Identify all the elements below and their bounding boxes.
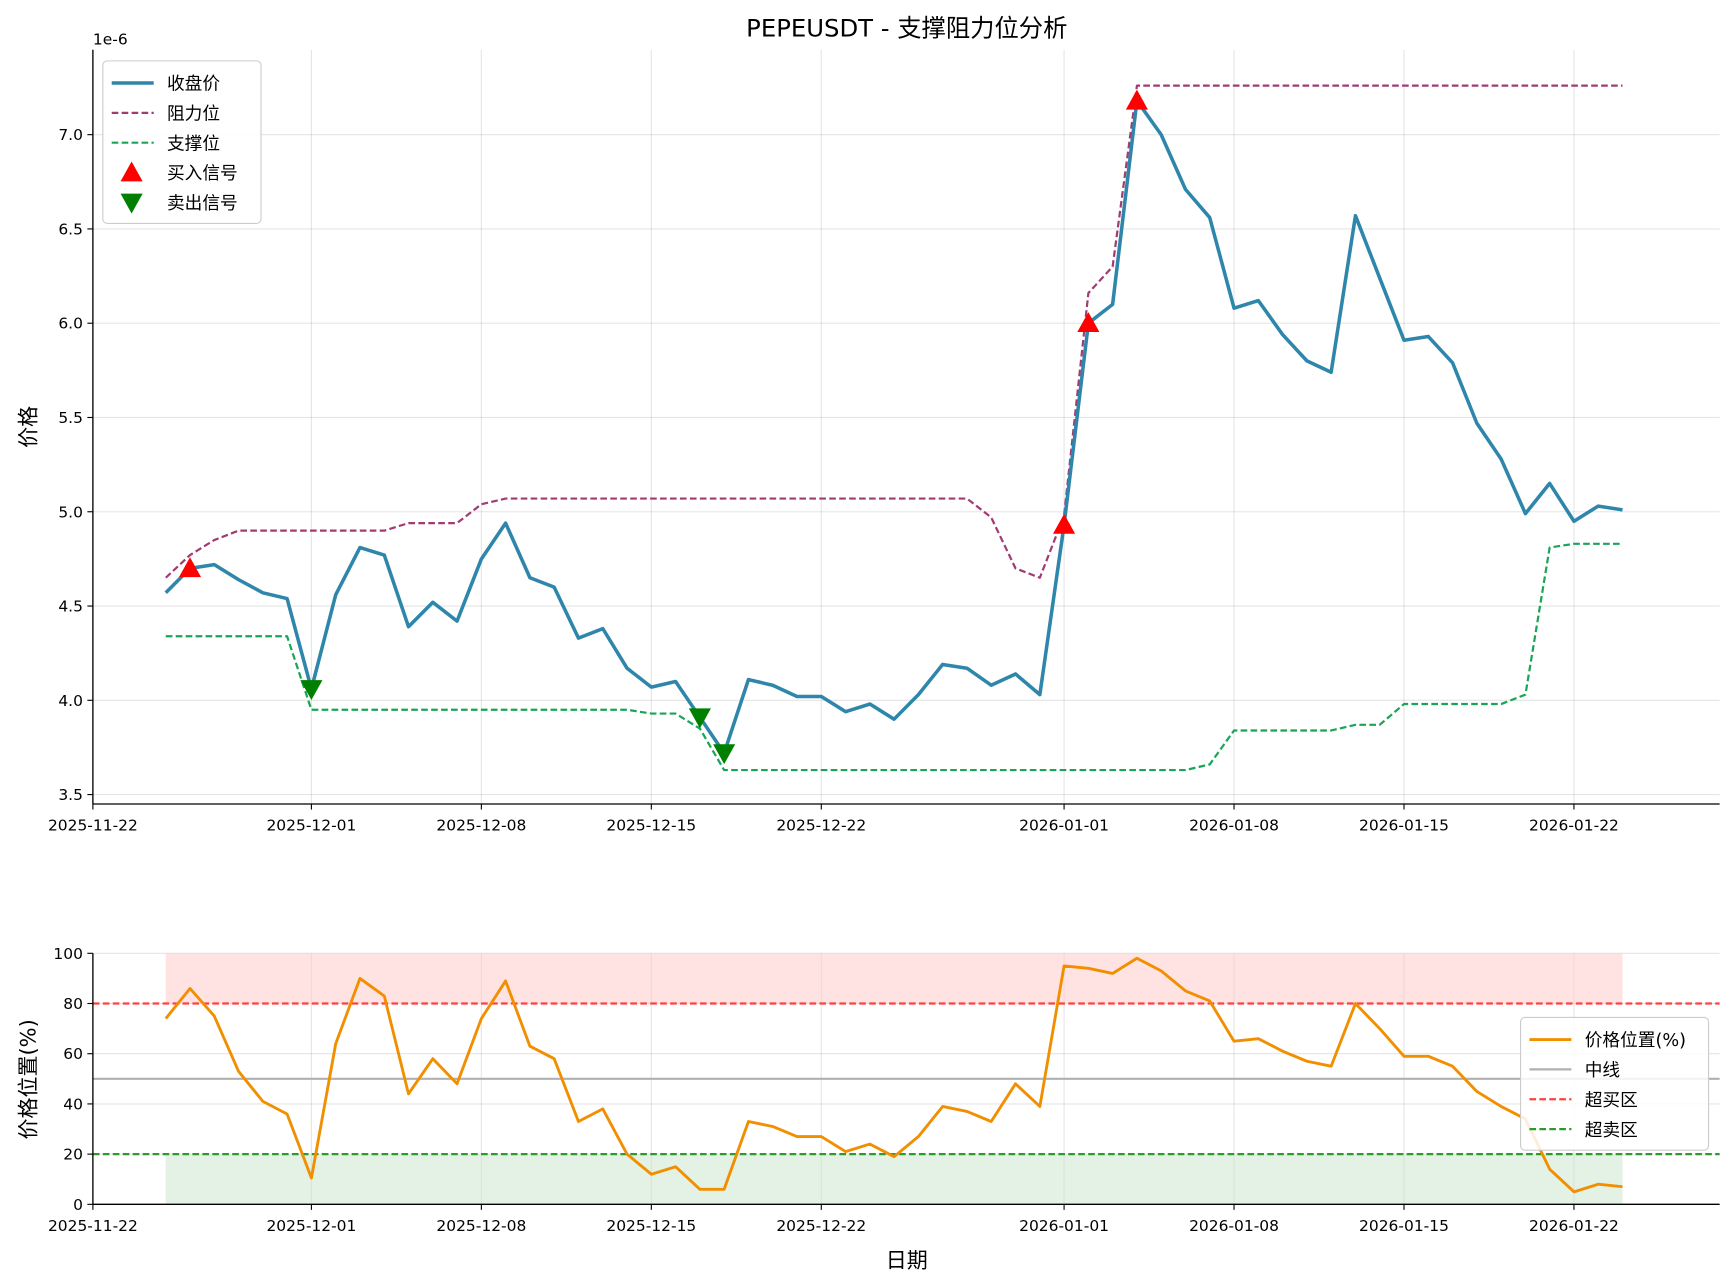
legend-item: 阻力位 <box>111 103 220 124</box>
x-tick-label: 2026-01-01 <box>1019 1217 1109 1235</box>
legend-label: 卖出信号 <box>167 193 238 214</box>
x-tick-label: 2026-01-22 <box>1529 1217 1619 1235</box>
bottom-ylabel: 价格位置(%) <box>15 1019 40 1139</box>
x-tick-label: 2026-01-08 <box>1189 817 1279 835</box>
y-tick-label: 7.0 <box>58 126 83 144</box>
legend-item: 支撑位 <box>111 133 220 154</box>
legend-label: 超买区 <box>1585 1090 1638 1111</box>
legend-label: 阻力位 <box>167 103 220 124</box>
legend-label: 买入信号 <box>167 163 238 184</box>
x-tick-label: 2025-11-22 <box>48 1217 138 1235</box>
close-price-line <box>164 98 1623 755</box>
bottom-xlabel: 日期 <box>886 1247 928 1272</box>
y-tick-label: 5.5 <box>58 409 83 427</box>
x-tick-label: 2026-01-08 <box>1189 1217 1279 1235</box>
legend-item: 收盘价 <box>111 74 220 95</box>
support-line <box>165 542 1623 772</box>
x-tick-label: 2025-12-15 <box>606 1217 696 1235</box>
x-tick-label: 2025-11-22 <box>48 817 138 835</box>
x-tick-label: 2025-12-22 <box>776 817 866 835</box>
y-tick-label: 4.5 <box>58 598 83 616</box>
legend-label: 支撑位 <box>167 133 220 154</box>
x-tick-label: 2025-12-08 <box>436 1217 526 1235</box>
legend-label: 价格位置(%) <box>1585 1030 1686 1051</box>
legend-item: 超卖区 <box>1529 1120 1638 1141</box>
buy-signal-marker <box>1053 513 1076 534</box>
buy-signal-marker <box>178 557 202 578</box>
legend-item: 超买区 <box>1529 1090 1638 1111</box>
x-tick-label: 2026-01-15 <box>1359 817 1449 835</box>
y-tick-label: 80 <box>63 995 83 1013</box>
sell-signal-marker <box>300 680 323 701</box>
position-axes: 2025-11-22 2025-12-01 2025-12-08 2025-12-15… <box>48 945 1720 1235</box>
legend-box <box>102 60 262 224</box>
legend-item: 买入信号 <box>120 161 238 184</box>
legend-box <box>1520 1016 1710 1151</box>
x-tick-label: 2026-01-22 <box>1529 817 1619 835</box>
y-tick-label: 6.5 <box>58 220 83 238</box>
buy-signal-marker <box>1077 312 1100 333</box>
x-tick-label: 2025-12-08 <box>436 817 526 835</box>
legend-item: 中线 <box>1529 1060 1620 1081</box>
legend-label: 收盘价 <box>167 74 220 95</box>
top-ylabel: 价格 <box>15 406 40 448</box>
legend-item: 价格位置(%) <box>1529 1030 1686 1051</box>
chart-title: PEPEUSDT - 支撑阻力位分析 <box>746 14 1067 43</box>
y-tick-label: 100 <box>53 945 83 963</box>
sell-signal-marker <box>713 744 736 765</box>
y-tick-label: 6.0 <box>58 315 83 333</box>
sell-signal-marker <box>688 708 711 729</box>
resistance-line <box>165 84 1623 579</box>
x-tick-label: 2025-12-22 <box>776 1217 866 1235</box>
buy-signal-marker <box>1125 89 1148 110</box>
y-tick-label: 0 <box>73 1196 83 1214</box>
legend-marker <box>120 161 143 182</box>
x-tick-label: 2026-01-01 <box>1019 817 1109 835</box>
y-scale-label: 1e-6 <box>93 30 128 48</box>
legend-label: 超卖区 <box>1585 1120 1638 1141</box>
legend-label: 中线 <box>1585 1060 1621 1081</box>
y-tick-label: 60 <box>63 1045 83 1063</box>
y-tick-label: 20 <box>63 1146 83 1164</box>
price-axes: 2025-11-22 2025-12-01 2025-12-08 2025-12-15… <box>48 49 1720 835</box>
x-tick-label: 2025-12-01 <box>266 1217 356 1235</box>
x-tick-label: 2025-12-01 <box>266 817 356 835</box>
y-tick-label: 5.0 <box>58 503 83 521</box>
x-tick-label: 2025-12-15 <box>606 817 696 835</box>
y-tick-label: 4.0 <box>58 692 83 710</box>
y-tick-label: 40 <box>63 1095 83 1113</box>
x-tick-label: 2026-01-15 <box>1359 1217 1449 1235</box>
legend-marker <box>120 193 143 214</box>
y-tick-label: 3.5 <box>58 786 83 804</box>
overbought-zone <box>165 953 1623 1004</box>
legend-item: 卖出信号 <box>120 193 238 214</box>
oversold-zone <box>165 1154 1623 1205</box>
price-position-line <box>164 956 1623 1194</box>
